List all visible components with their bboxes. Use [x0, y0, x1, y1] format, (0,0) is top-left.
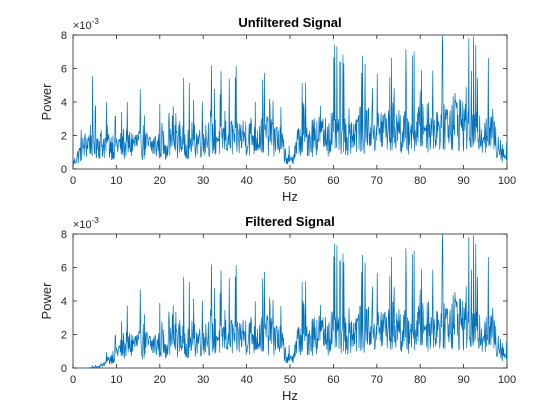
y-tick-label: 4	[61, 97, 67, 109]
subplot-unfiltered: 0 10 20 30 40 50 60 70 80 90 100 0 2 4 6 8 ×10-3 Unfilter…	[39, 15, 516, 204]
subplot-filtered: 0 10 20 30 40 50 60 70 80 90 100 0 2 4 6 8 ×10-3 Filtered…	[39, 214, 516, 403]
x-tick-label: 10	[110, 175, 122, 187]
y-tick-label: 0	[61, 164, 67, 176]
x-tick-label: 90	[457, 175, 469, 187]
x-tick-label: 100	[498, 374, 516, 386]
y-exponent: -3	[92, 17, 100, 26]
x-tick-label: 40	[240, 175, 252, 187]
x-tick-label: 30	[197, 175, 209, 187]
y-multiplier: ×10	[73, 219, 92, 231]
y-tick-label: 6	[61, 263, 67, 275]
x-tick-label: 100	[498, 175, 516, 187]
power-spectrum-line	[73, 233, 508, 369]
x-axis-label: Hz	[282, 388, 298, 403]
x-axis-label: Hz	[282, 189, 298, 204]
x-tick-label: 40	[240, 374, 252, 386]
y-tick-label: 6	[61, 64, 67, 76]
y-axis-label: Power	[39, 282, 54, 320]
x-tick-label: 0	[70, 374, 76, 386]
x-tick-label: 20	[154, 175, 166, 187]
x-tick-label: 60	[327, 374, 339, 386]
y-tick-label: 0	[61, 363, 67, 375]
y-multiplier: ×10	[73, 20, 92, 32]
y-tick-label: 8	[61, 229, 67, 241]
x-tick-label: 10	[110, 374, 122, 386]
y-exponent: -3	[92, 216, 100, 225]
x-tick-label: 70	[371, 374, 383, 386]
power-spectrum-line	[72, 34, 508, 166]
x-tick-label: 60	[327, 175, 339, 187]
y-exponent-label: ×10-3	[73, 216, 99, 231]
x-tick-label: 0	[70, 175, 76, 187]
y-exponent-label: ×10-3	[73, 17, 99, 32]
chart-title: Filtered Signal	[245, 214, 335, 229]
y-tick-label: 4	[61, 296, 67, 308]
y-tick-label: 8	[61, 30, 67, 42]
x-tick-label: 50	[284, 175, 296, 187]
y-tick-label: 2	[61, 330, 67, 342]
y-axis-label: Power	[39, 83, 54, 121]
y-tick-label: 2	[61, 131, 67, 143]
x-tick-label: 50	[284, 374, 296, 386]
x-tick-label: 80	[414, 374, 426, 386]
x-tick-label: 80	[414, 175, 426, 187]
x-tick-label: 20	[154, 374, 166, 386]
x-tick-label: 90	[457, 374, 469, 386]
x-tick-label: 70	[371, 175, 383, 187]
x-tick-label: 30	[197, 374, 209, 386]
chart-title: Unfiltered Signal	[238, 15, 341, 30]
